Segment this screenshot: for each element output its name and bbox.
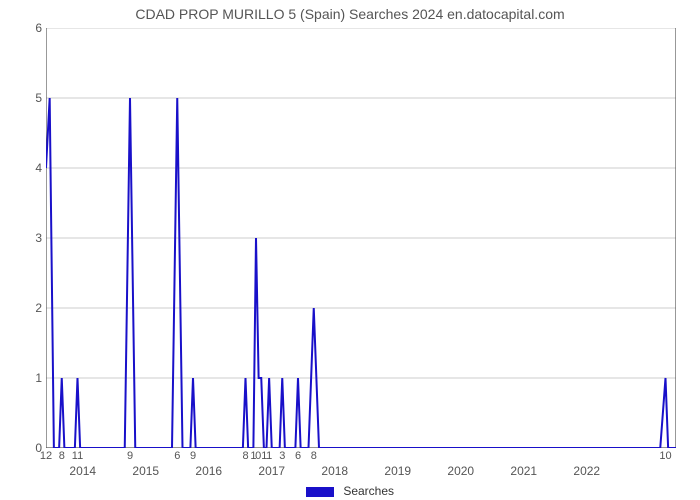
x-year-label: 2022 <box>573 464 600 478</box>
x-minor-label: 3 <box>279 450 285 462</box>
x-minor-label: 9 <box>127 450 133 462</box>
y-tick-label: 5 <box>6 91 42 105</box>
x-minor-label: 10 <box>659 450 671 462</box>
x-minor-label: 8 <box>242 450 248 462</box>
y-tick-label: 6 <box>6 21 42 35</box>
x-year-label: 2021 <box>510 464 537 478</box>
x-year-label: 2016 <box>195 464 222 478</box>
x-minor-label: 12 <box>40 450 52 462</box>
y-tick-label: 0 <box>6 441 42 455</box>
plot-area <box>46 28 676 448</box>
x-minor-label: 11 <box>72 450 83 462</box>
x-year-label: 2017 <box>258 464 285 478</box>
x-year-label: 2020 <box>447 464 474 478</box>
legend: Searches <box>0 484 700 498</box>
x-minor-label: 8 <box>59 450 65 462</box>
y-tick-label: 3 <box>6 231 42 245</box>
x-year-label: 2015 <box>132 464 159 478</box>
legend-swatch <box>306 487 334 497</box>
chart-container: { "chart": { "type": "line", "title": "C… <box>0 0 700 500</box>
x-minor-label: 8 <box>311 450 317 462</box>
legend-label: Searches <box>343 484 394 498</box>
x-minor-label: 1 <box>266 450 272 462</box>
x-year-label: 2018 <box>321 464 348 478</box>
y-tick-label: 1 <box>6 371 42 385</box>
chart-title: CDAD PROP MURILLO 5 (Spain) Searches 202… <box>0 6 700 22</box>
x-year-label: 2019 <box>384 464 411 478</box>
y-tick-label: 2 <box>6 301 42 315</box>
y-tick-label: 4 <box>6 161 42 175</box>
x-minor-label: 6 <box>295 450 301 462</box>
x-year-label: 2014 <box>69 464 96 478</box>
x-minor-label: 6 <box>174 450 180 462</box>
x-minor-label: 9 <box>190 450 196 462</box>
chart-svg <box>46 28 676 448</box>
